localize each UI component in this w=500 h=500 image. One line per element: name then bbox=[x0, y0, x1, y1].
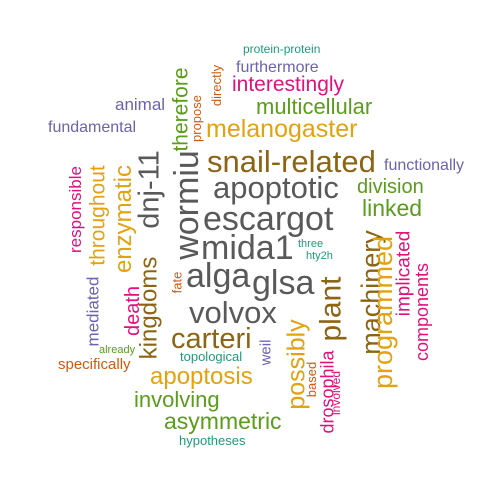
word-directly: directly bbox=[209, 64, 225, 107]
word-linked: linked bbox=[362, 195, 423, 221]
word-fundamental: fundamental bbox=[48, 119, 137, 136]
word-involving: involving bbox=[134, 387, 220, 412]
word-alga: alga bbox=[186, 257, 251, 295]
word-apoptotic: apoptotic bbox=[213, 170, 339, 205]
word-based: based bbox=[304, 361, 320, 398]
word-already: already bbox=[99, 344, 136, 356]
word-apoptosis: apoptosis bbox=[150, 363, 253, 390]
word-furthermore: furthermore bbox=[236, 59, 319, 76]
word-multicellular: multicellular bbox=[256, 94, 373, 119]
word-topological: topological bbox=[180, 349, 243, 364]
word-implicated: implicated bbox=[393, 230, 415, 317]
word-glsa: glsa bbox=[252, 264, 315, 302]
word-enzymatic: enzymatic bbox=[110, 164, 138, 274]
word-components: components bbox=[412, 262, 433, 362]
word-mediated: mediated bbox=[83, 276, 103, 347]
word-fate: fate bbox=[169, 271, 185, 294]
word-responsible: responsible bbox=[65, 166, 85, 253]
word-specifically: specifically bbox=[58, 356, 131, 373]
word-dnj-11: dnj-11 bbox=[133, 150, 166, 229]
word-wormiu: wormiu bbox=[167, 150, 206, 260]
word-involved: involved bbox=[329, 370, 344, 416]
word-escargot: escargot bbox=[203, 200, 334, 238]
word-carteri: carteri bbox=[171, 323, 252, 355]
word-snail-related: snail-related bbox=[207, 144, 376, 179]
word-three: three bbox=[298, 238, 324, 250]
word-hypotheses: hypotheses bbox=[179, 433, 246, 448]
word-animal: animal bbox=[115, 95, 166, 114]
word-asymmetric: asymmetric bbox=[164, 408, 282, 434]
word-mida1: mida1 bbox=[201, 229, 294, 267]
word-propose: propose bbox=[188, 95, 204, 142]
word-hty2h: hty2h bbox=[306, 250, 333, 262]
word-functionally: functionally bbox=[384, 157, 465, 174]
word-throughout: throughout bbox=[86, 165, 110, 266]
word-melanogaster: melanogaster bbox=[206, 115, 358, 143]
word-division: division bbox=[357, 176, 424, 198]
word-volvox: volvox bbox=[189, 295, 277, 330]
word-plant: plant bbox=[314, 276, 348, 342]
word-weil: weil bbox=[257, 339, 275, 366]
word-death: death bbox=[122, 285, 145, 337]
word-interestingly: interestingly bbox=[232, 73, 345, 96]
word-protein-protein: protein-protein bbox=[243, 42, 321, 56]
